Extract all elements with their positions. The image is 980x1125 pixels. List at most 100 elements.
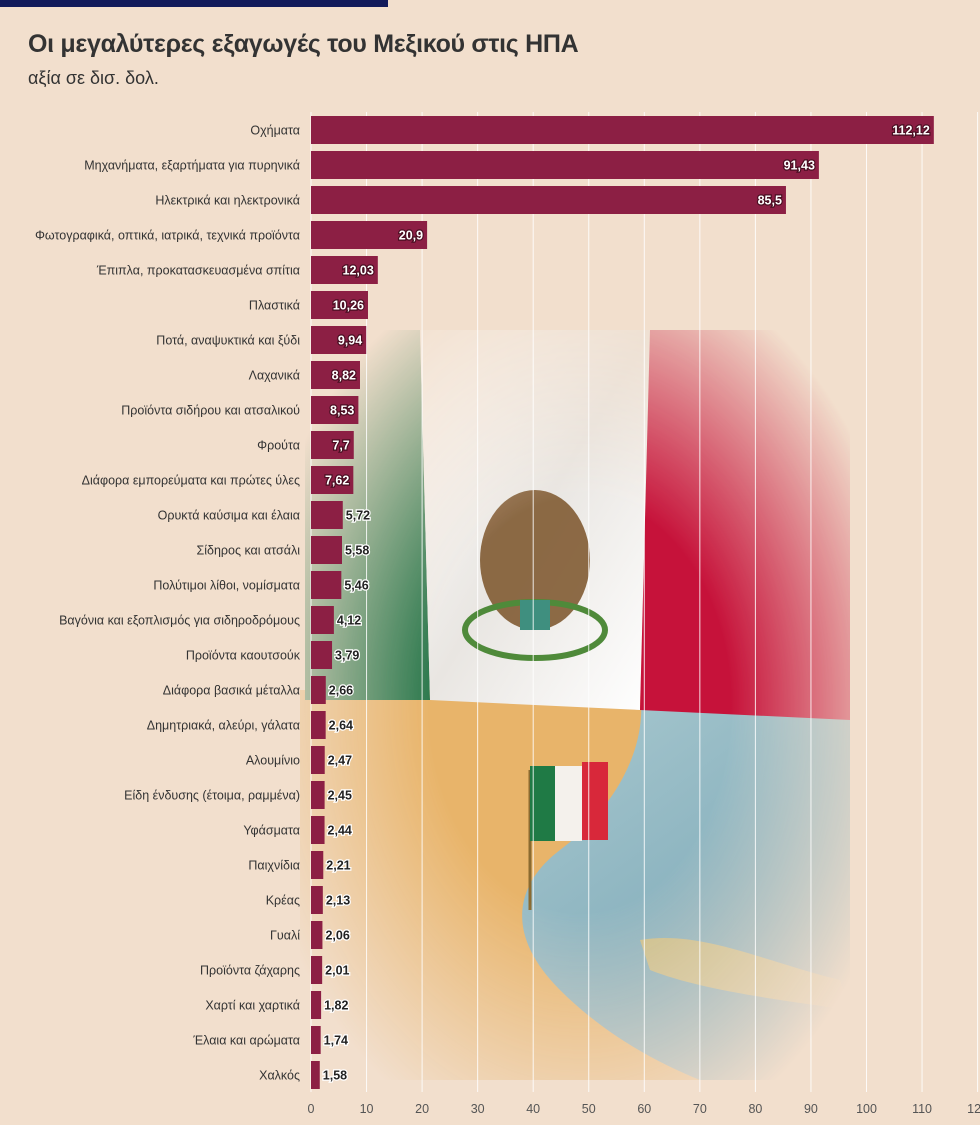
category-label: Αλουμίνιο — [246, 754, 300, 768]
x-tick-label: 80 — [748, 1102, 762, 1116]
eagle-emblem-icon — [462, 490, 608, 661]
category-label: Λαχανικά — [249, 369, 300, 383]
background-illustration — [300, 330, 850, 1080]
category-label: Έπιπλα, προκατασκευασμένα σπίτια — [96, 264, 300, 278]
value-label: 91,43 — [784, 159, 815, 173]
category-label: Προϊόντα καουτσούκ — [186, 649, 301, 663]
bar — [311, 501, 343, 529]
bar — [311, 781, 325, 809]
x-tick-label: 10 — [360, 1102, 374, 1116]
category-label: Σίδηρος και ατσάλι — [196, 544, 300, 558]
value-label: 5,46 — [344, 579, 368, 593]
flag-red-stripe — [640, 330, 850, 720]
category-label: Έλαια και αρώματα — [192, 1034, 300, 1048]
x-tick-label: 50 — [582, 1102, 596, 1116]
bar — [311, 326, 367, 354]
small-flag-icon — [528, 762, 608, 910]
category-label: Οχήματα — [250, 124, 300, 138]
value-label: 5,58 — [345, 544, 369, 558]
x-tick-label: 40 — [526, 1102, 540, 1116]
value-label: 1,74 — [324, 1034, 348, 1048]
category-label: Προϊόντα ζάχαρης — [200, 964, 300, 978]
bar — [311, 1026, 321, 1054]
bar — [311, 431, 354, 459]
value-label: 2,01 — [325, 964, 349, 978]
bar — [311, 816, 325, 844]
bar — [311, 396, 359, 424]
value-label: 2,21 — [326, 859, 350, 873]
category-label: Διάφορα βασικά μέταλλα — [163, 684, 300, 698]
category-label: Γυαλί — [270, 929, 300, 943]
category-labels: Οχήματα Μηχανήματα, εξαρτήματα για πυρηνι… — [35, 124, 301, 1083]
bar — [311, 956, 323, 984]
map-central-america — [640, 938, 850, 1010]
value-label: 7,7 — [332, 439, 349, 453]
bar — [311, 921, 323, 949]
category-label: Φωτογραφικά, οπτικά, ιατρικά, τεχνικά πρ… — [35, 229, 300, 243]
value-label: 2,13 — [326, 894, 350, 908]
chart-title: Οι μεγαλύτερες εξαγωγές του Μεξικού στις… — [28, 30, 579, 58]
x-tick-label: 70 — [693, 1102, 707, 1116]
x-tick-label: 100 — [856, 1102, 877, 1116]
category-label: Ορυκτά καύσιμα και έλαια — [158, 509, 300, 523]
top-accent-bar — [0, 0, 388, 7]
bar — [311, 711, 326, 739]
value-label: 1,58 — [323, 1069, 347, 1083]
category-label: Υφάσματα — [243, 824, 300, 838]
value-label: 3,79 — [335, 649, 359, 663]
category-label: Δημητριακά, αλεύρι, γάλατα — [147, 719, 300, 733]
bar — [311, 886, 323, 914]
category-label: Βαγόνια και εξοπλισμός για σιδηροδρόμους — [59, 614, 300, 628]
x-tick-label: 120 — [967, 1102, 980, 1116]
value-label: 10,26 — [333, 299, 364, 313]
category-label: Πλαστικά — [249, 299, 300, 313]
value-label: 20,9 — [399, 229, 423, 243]
x-tick-label: 20 — [415, 1102, 429, 1116]
value-label: 112,12 — [892, 124, 930, 138]
x-tick-label: 60 — [637, 1102, 651, 1116]
value-label: 2,45 — [328, 789, 352, 803]
value-labels: 112,12 91,43 85,5 20,9 12,03 10,26 9,94 8,82 8,5… — [322, 122, 931, 1083]
value-label: 1,82 — [324, 999, 348, 1013]
value-label: 8,82 — [332, 369, 356, 383]
value-label: 2,44 — [328, 824, 352, 838]
bar — [311, 676, 326, 704]
category-label: Ποτά, αναψυκτικά και ξύδι — [156, 334, 300, 348]
chart-subtitle: αξία σε δισ. δολ. — [28, 68, 159, 88]
bar — [311, 1061, 320, 1089]
category-label: Παιχνίδια — [248, 859, 300, 873]
value-label: 5,72 — [346, 509, 370, 523]
category-label: Πολύτιμοι λίθοι, νομίσματα — [153, 579, 300, 593]
x-axis-ticks: 0 10 20 30 40 50 60 70 80 90 100 110 120 — [308, 1102, 980, 1116]
bar — [311, 571, 342, 599]
value-label: 2,47 — [328, 754, 352, 768]
category-label: Μηχανήματα, εξαρτήματα για πυρηνικά — [84, 159, 300, 173]
bar — [311, 151, 819, 179]
category-label: Κρέας — [266, 894, 300, 908]
bar — [311, 641, 333, 669]
value-label: 12,03 — [343, 264, 374, 278]
value-label: 9,94 — [338, 334, 362, 348]
x-tick-label: 90 — [804, 1102, 818, 1116]
category-label: Διάφορα εμπορεύματα και πρώτες ύλες — [82, 474, 300, 488]
bar — [311, 361, 360, 389]
x-tick-label: 0 — [308, 1102, 315, 1116]
category-label: Χαλκός — [259, 1069, 300, 1083]
value-label: 4,12 — [337, 614, 361, 628]
bar — [311, 256, 378, 284]
bar — [311, 991, 322, 1019]
category-label: Ηλεκτρικά και ηλεκτρονικά — [155, 194, 300, 208]
bar — [311, 536, 342, 564]
value-label: 2,64 — [329, 719, 353, 733]
bar — [311, 466, 354, 494]
bar — [311, 851, 324, 879]
value-label: 8,53 — [330, 404, 354, 418]
bar — [311, 606, 334, 634]
value-label: 7,62 — [325, 474, 349, 488]
bar — [311, 291, 368, 319]
value-label: 85,5 — [758, 194, 782, 208]
bars-group — [311, 116, 934, 1089]
bar — [311, 221, 428, 249]
value-label: 2,06 — [325, 929, 349, 943]
